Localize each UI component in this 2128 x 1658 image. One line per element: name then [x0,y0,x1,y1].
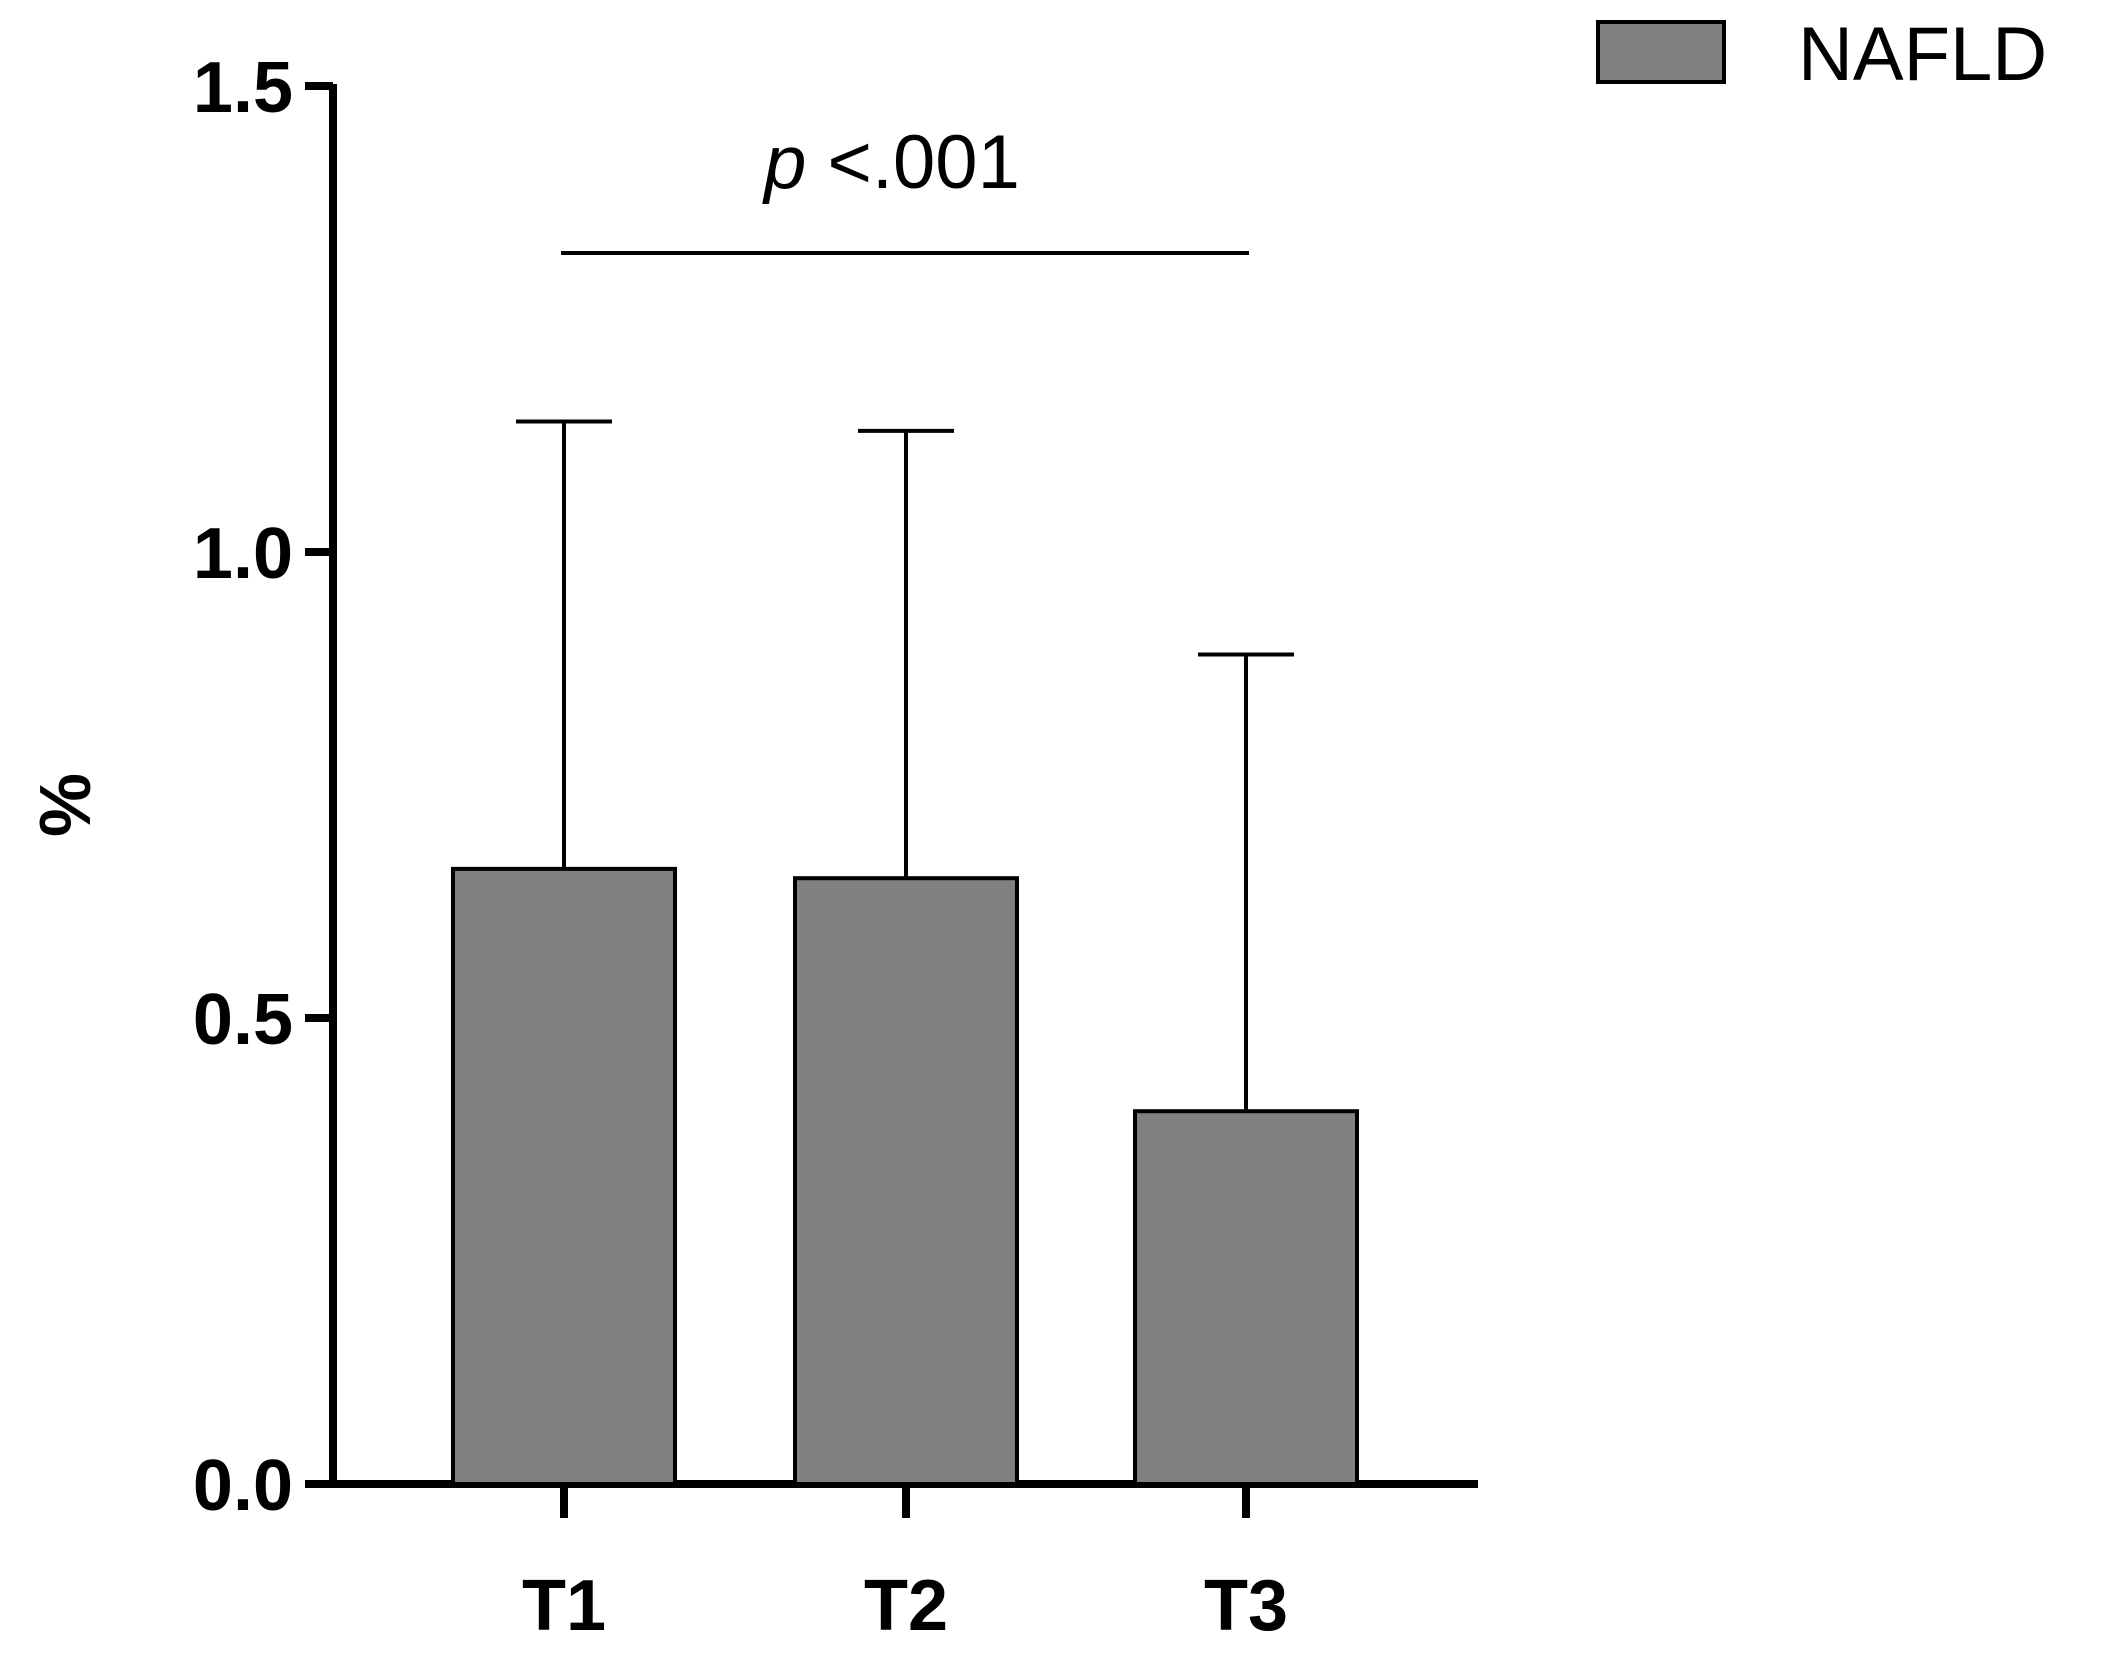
legend-label: NAFLD [1798,12,2047,97]
y-tick-label: 1.0 [193,514,293,594]
p-symbol: p [762,120,806,205]
x-tick-label: T3 [1204,1566,1288,1646]
y-tick-label: 0.0 [193,1446,293,1526]
p-value-text: <.001 [806,120,1019,205]
y-axis-title: % [26,773,106,837]
x-tick-label: T2 [864,1566,948,1646]
legend-swatch [1596,20,1726,84]
x-tick-label: T1 [522,1566,606,1646]
legend: NAFLD [1596,12,2047,97]
error-bars [516,419,1294,1112]
bars [451,866,1359,1486]
x-ticks: T1 T2 T3 [522,1484,1288,1646]
bar [1133,1109,1359,1486]
y-tick-label: 1.5 [193,48,293,128]
y-tick-label: 0.5 [193,980,293,1060]
y-ticks: 0.0 0.5 1.0 1.5 [193,48,333,1526]
bar [451,866,677,1486]
significance-annotation: p <.001 [561,120,1249,255]
p-value-label: p <.001 [762,120,1020,205]
bar [793,876,1019,1486]
